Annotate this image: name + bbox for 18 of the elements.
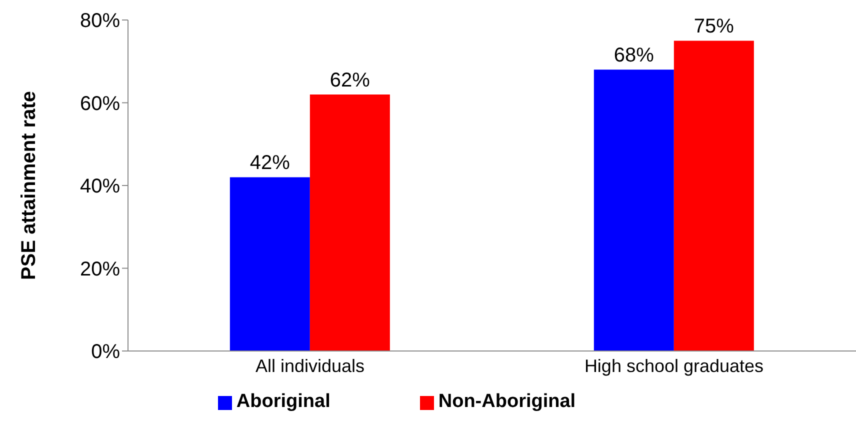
y-tick-label: 60%	[80, 92, 120, 115]
x-tick-label: High school graduates	[584, 356, 764, 376]
y-tick-label: 20%	[80, 258, 120, 280]
legend-label: Aboriginal	[236, 391, 330, 412]
legend-label: Non-Aboriginal	[438, 391, 576, 412]
y-axis-title: PSE attainment rate	[18, 91, 40, 280]
x-tick-label: All individuals	[255, 356, 365, 376]
y-tick-label: 40%	[80, 176, 120, 198]
bar	[230, 177, 310, 351]
y-tick-label: 80%	[80, 10, 120, 32]
data-label: 68%	[614, 44, 654, 67]
data-label: 62%	[330, 69, 370, 92]
data-label: 42%	[250, 152, 290, 174]
bar	[674, 40, 754, 351]
bar	[594, 70, 674, 351]
y-tick-label: 0%	[91, 341, 120, 364]
bar	[310, 94, 390, 351]
data-label: 75%	[694, 16, 734, 38]
